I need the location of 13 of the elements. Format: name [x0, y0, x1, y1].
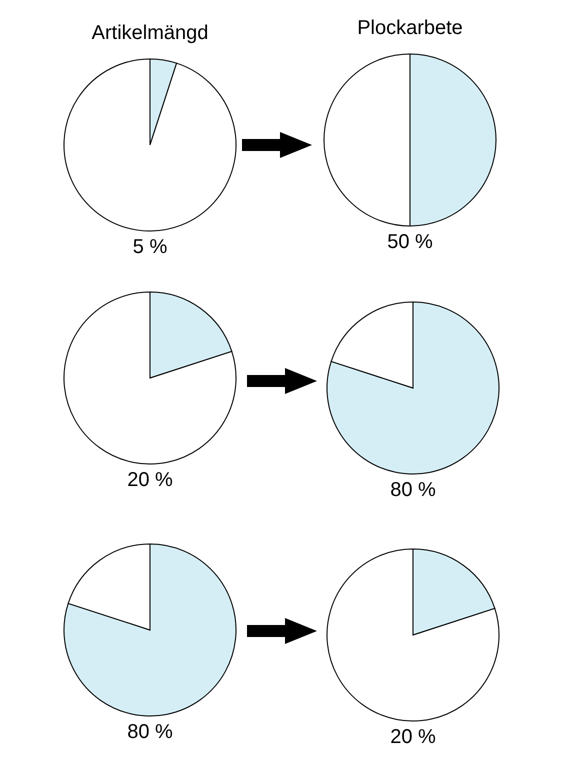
chart-title: Plockarbete — [357, 17, 463, 39]
pie-slice — [326, 548, 500, 722]
text: 5 % — [132, 236, 168, 258]
pie-slice — [64, 292, 236, 464]
pie-slice — [64, 58, 236, 232]
pie-slice — [64, 544, 236, 716]
chart-title: Artikelmängd — [92, 22, 208, 44]
text: 80 % — [127, 721, 174, 743]
text: 50 % — [387, 231, 434, 253]
text: 20 % — [390, 726, 436, 748]
pie-slice — [326, 302, 500, 474]
text: 20 % — [127, 469, 174, 491]
text: 80 % — [390, 479, 436, 501]
